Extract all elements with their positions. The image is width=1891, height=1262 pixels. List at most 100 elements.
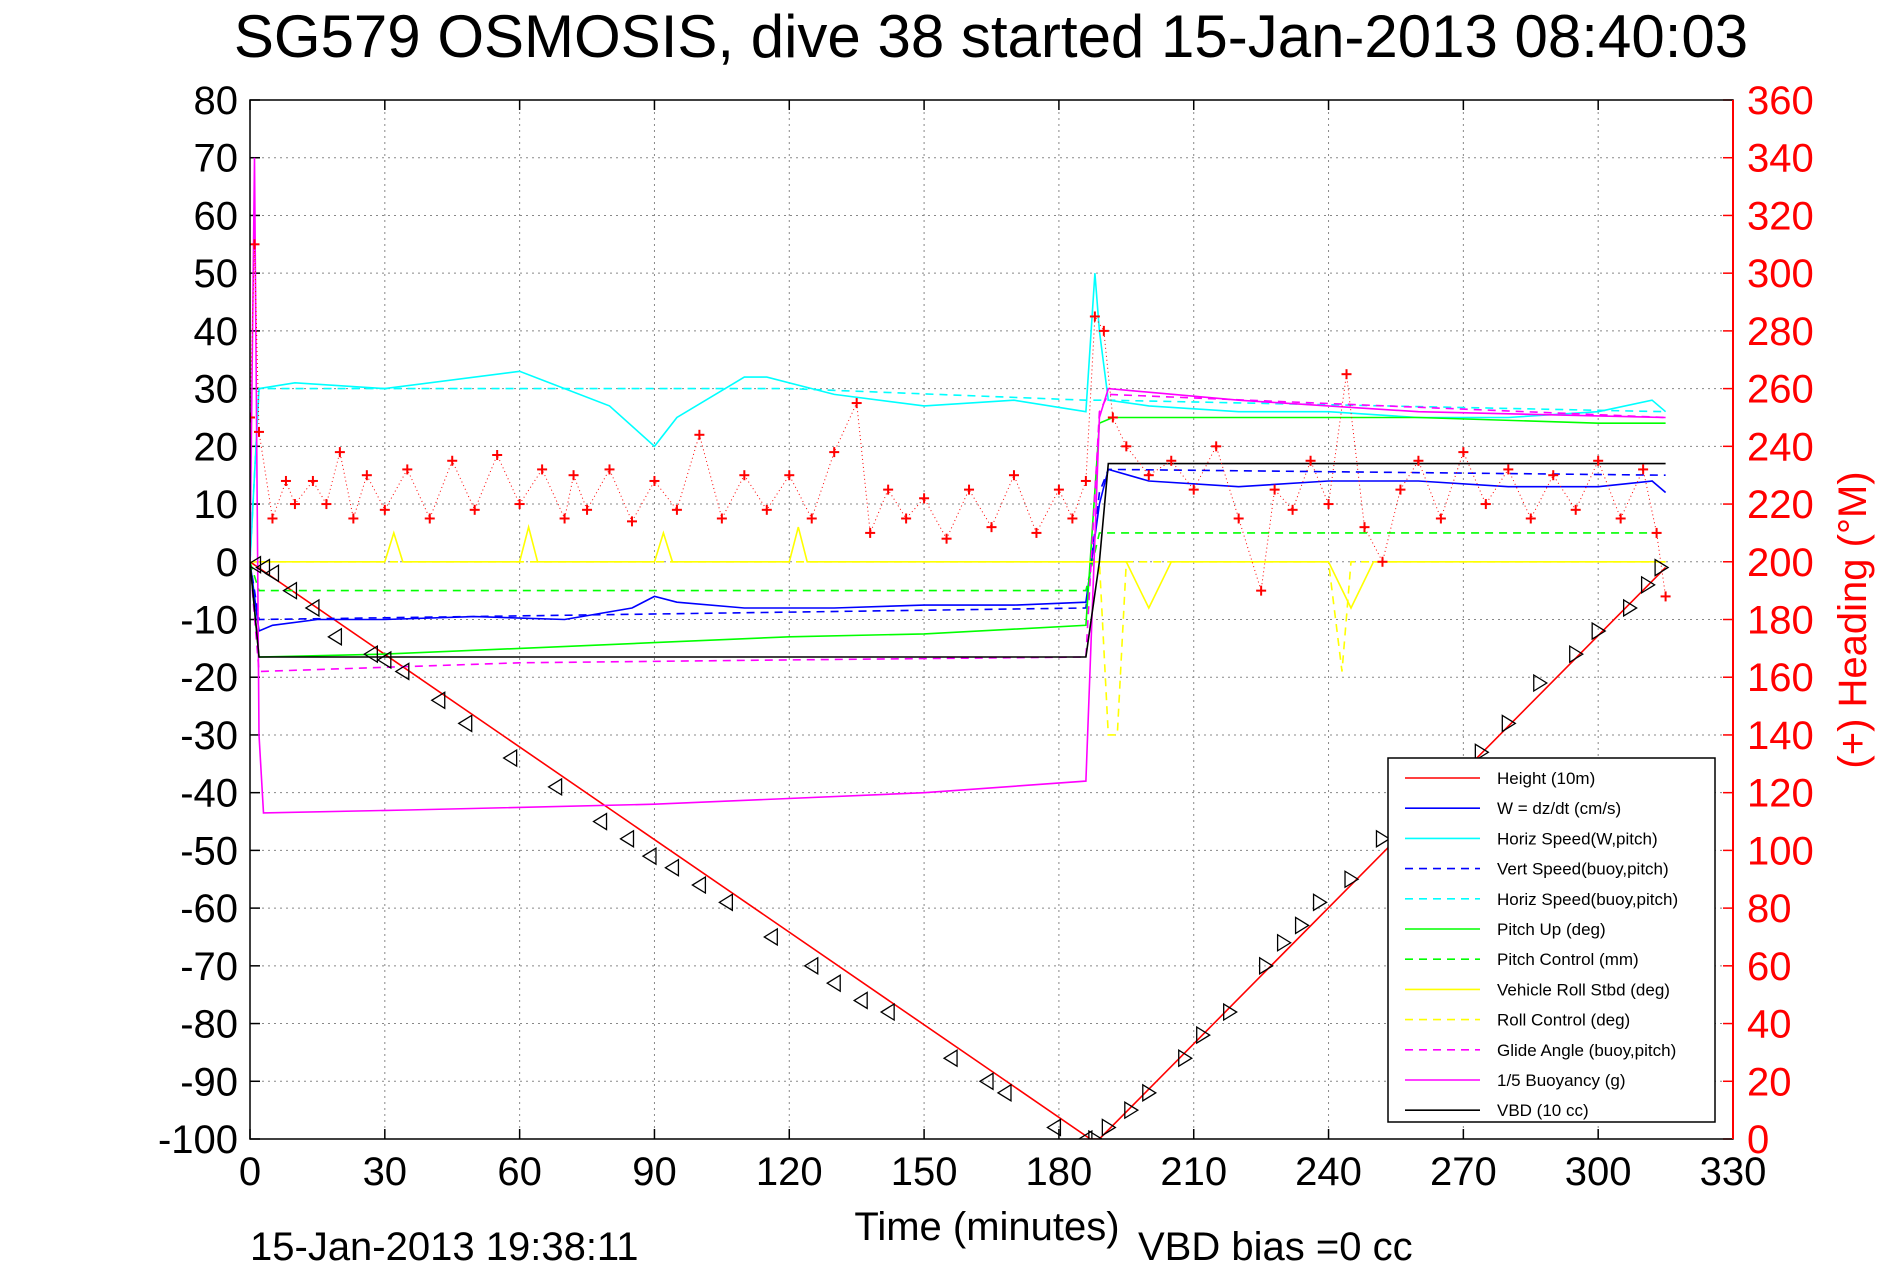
y-right-tick-label: 180 bbox=[1747, 599, 1814, 643]
heading-point bbox=[1008, 470, 1019, 481]
y-tick-label: -20 bbox=[180, 656, 238, 700]
y-right-tick-label: 240 bbox=[1747, 425, 1814, 469]
y-right-tick-label: 360 bbox=[1747, 79, 1814, 123]
legend: Height (10m) W = dz/dt (cm/s) Horiz Speed(… bbox=[1387, 757, 1716, 1123]
x-tick-label: 210 bbox=[1160, 1150, 1227, 1194]
heading-point bbox=[604, 464, 615, 475]
heading-point bbox=[1548, 470, 1559, 481]
heading-point bbox=[1377, 556, 1388, 567]
y-right-tick-label: 120 bbox=[1747, 772, 1814, 816]
legend-label: Height (10m) bbox=[1497, 769, 1595, 788]
height-marker bbox=[376, 650, 392, 670]
y-tick-label: 50 bbox=[194, 252, 239, 296]
heading-point bbox=[1480, 499, 1491, 510]
heading-point bbox=[1458, 447, 1469, 458]
height-marker bbox=[619, 829, 635, 849]
y-right-tick-label: 260 bbox=[1747, 368, 1814, 412]
heading-point bbox=[559, 513, 570, 524]
heading-point bbox=[806, 513, 817, 524]
heading-point bbox=[537, 464, 548, 475]
x-axis-label: Time (minutes) bbox=[854, 1205, 1119, 1249]
footer-vbd-bias: VBD bias =0 cc bbox=[1138, 1225, 1413, 1262]
height-marker bbox=[327, 627, 343, 646]
legend-label: Vehicle Roll Stbd (deg) bbox=[1497, 980, 1670, 999]
height-marker bbox=[1196, 1025, 1211, 1045]
y-tick-label: -10 bbox=[180, 599, 238, 643]
x-tick-label: 270 bbox=[1430, 1150, 1497, 1194]
heading-point bbox=[1525, 513, 1536, 524]
heading-point bbox=[1166, 455, 1177, 466]
heading-point bbox=[250, 412, 255, 423]
heading-point bbox=[424, 513, 435, 524]
x-tick-label: 30 bbox=[363, 1150, 408, 1194]
series-line-8 bbox=[250, 560, 1666, 736]
y-tick-label: -90 bbox=[180, 1060, 238, 1104]
height-marker bbox=[1591, 621, 1607, 641]
legend-label: W = dz/dt (cm/s) bbox=[1497, 799, 1621, 818]
height-marker bbox=[879, 1002, 895, 1022]
y-tick-label: 70 bbox=[194, 137, 239, 181]
height-marker bbox=[664, 858, 680, 877]
heading-point bbox=[1660, 591, 1671, 602]
heading-connector bbox=[250, 244, 1667, 597]
x-tick-label: 330 bbox=[1700, 1150, 1767, 1194]
heading-point bbox=[1080, 475, 1091, 486]
heading-point bbox=[851, 398, 862, 409]
x-tick-label: 60 bbox=[497, 1150, 542, 1194]
legend-label: Vert Speed(buoy,pitch) bbox=[1497, 860, 1669, 879]
chart-title: SG579 OSMOSIS, dive 38 started 15-Jan-20… bbox=[234, 3, 1748, 70]
height-marker bbox=[1294, 916, 1310, 935]
height-marker bbox=[1344, 870, 1360, 889]
height-marker bbox=[691, 875, 707, 895]
heading-point bbox=[267, 513, 278, 524]
y-right-tick-label: 100 bbox=[1747, 829, 1814, 873]
series-line-4 bbox=[250, 387, 1666, 562]
y-right-tick-label: 140 bbox=[1747, 714, 1814, 758]
height-marker bbox=[304, 598, 320, 618]
y-tick-label: 30 bbox=[194, 368, 239, 412]
x-tick-label: 150 bbox=[891, 1150, 958, 1194]
heading-point bbox=[321, 499, 332, 510]
y-tick-label: -50 bbox=[180, 829, 238, 873]
y-tick-label: 10 bbox=[194, 483, 239, 527]
height-marker bbox=[1223, 1002, 1238, 1022]
x-axis: 0 30 60 90 120 150 180 210 240 270 300 330 bbox=[239, 100, 1767, 1194]
height-marker bbox=[852, 991, 868, 1010]
y-axis-right: 3603403203002802602402202001801601401201… bbox=[1723, 79, 1814, 1162]
heading-point bbox=[901, 513, 912, 524]
legend-box bbox=[1387, 757, 1716, 1123]
legend-label: Roll Control (deg) bbox=[1497, 1011, 1630, 1030]
y-tick-label: -100 bbox=[158, 1118, 238, 1162]
heading-point bbox=[739, 470, 750, 481]
heading-point bbox=[1593, 455, 1604, 466]
heading-point bbox=[402, 464, 413, 475]
heading-point bbox=[1188, 484, 1199, 495]
height-marker bbox=[457, 714, 473, 733]
heading-layer bbox=[250, 239, 1671, 602]
heading-point bbox=[964, 484, 975, 495]
y-right-tick-label: 160 bbox=[1747, 656, 1814, 700]
height-marker bbox=[394, 662, 410, 681]
heading-point bbox=[1413, 455, 1424, 466]
heading-point bbox=[919, 493, 930, 504]
heading-point bbox=[379, 504, 390, 515]
height-marker bbox=[1101, 1118, 1117, 1137]
height-marker bbox=[1375, 829, 1391, 849]
heading-point bbox=[1341, 369, 1352, 380]
series-layer bbox=[250, 157, 1667, 1139]
y-right-tick-label: 60 bbox=[1747, 945, 1792, 989]
y-tick-label: -30 bbox=[180, 714, 238, 758]
legend-label: VBD (10 cc) bbox=[1497, 1101, 1589, 1120]
y-tick-label: -70 bbox=[180, 945, 238, 989]
heading-point bbox=[1359, 522, 1370, 533]
series-line-5 bbox=[250, 416, 1666, 658]
x-tick-label: 0 bbox=[239, 1150, 261, 1194]
heading-point bbox=[568, 470, 579, 481]
heading-point bbox=[1256, 585, 1267, 596]
legend-label: 1/5 Buoyancy (g) bbox=[1497, 1071, 1626, 1090]
height-marker bbox=[592, 812, 608, 831]
y-right-tick-label: 340 bbox=[1747, 137, 1814, 181]
series-line-1 bbox=[250, 468, 1667, 633]
y-right-tick-label: 40 bbox=[1747, 1003, 1792, 1047]
